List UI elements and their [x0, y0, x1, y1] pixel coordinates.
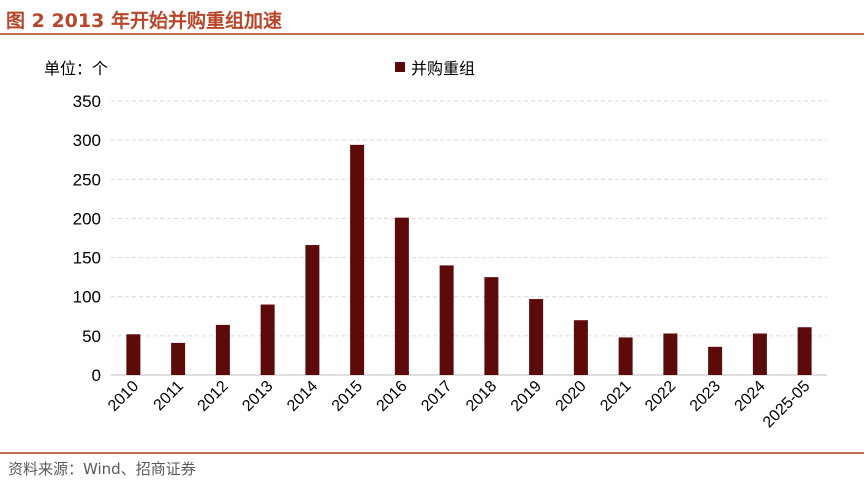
legend-label: 并购重组 [411, 59, 476, 78]
x-tick-label: 2021 [597, 378, 634, 415]
bar [394, 217, 409, 375]
bar [439, 265, 454, 375]
x-tick-label: 2011 [151, 378, 187, 414]
x-tick-label: 2018 [463, 378, 500, 415]
x-tick-label: 2013 [239, 378, 276, 415]
bar [573, 320, 588, 375]
x-tick-label: 2016 [374, 378, 411, 415]
bar [529, 299, 544, 375]
x-tick-label: 2023 [687, 378, 724, 415]
bar [752, 333, 767, 375]
x-tick-label: 2017 [418, 378, 455, 415]
y-tick-label: 250 [73, 170, 101, 189]
bar [260, 304, 275, 375]
bar [484, 277, 499, 375]
bar [708, 346, 723, 375]
y-tick-label: 0 [92, 366, 101, 385]
bar [171, 342, 186, 375]
unit-label: 单位：个 [44, 59, 109, 78]
y-tick-label: 200 [73, 209, 101, 228]
bar [618, 337, 633, 375]
x-tick-label: 2022 [642, 378, 679, 415]
y-tick-label: 300 [73, 131, 101, 150]
x-tick-label: 2020 [553, 378, 590, 415]
bar [663, 333, 678, 375]
x-tick-label: 2010 [105, 378, 142, 415]
y-tick-label: 100 [73, 288, 101, 307]
top-divider [0, 33, 864, 35]
bar [350, 144, 365, 375]
y-tick-label: 50 [82, 327, 101, 346]
bar [797, 327, 812, 375]
x-tick-label: 2019 [508, 378, 545, 415]
bottom-divider [0, 452, 864, 454]
legend-swatch [395, 62, 405, 72]
bar [215, 324, 230, 375]
x-tick-label: 2015 [329, 378, 366, 415]
x-tick-label: 2012 [195, 378, 232, 415]
bar [305, 245, 320, 375]
source-note: 资料来源：Wind、招商证券 [8, 460, 196, 478]
chart-legend: 并购重组 [395, 55, 475, 79]
y-tick-label: 350 [73, 92, 101, 111]
figure-title: 图 2 2013 年开始并购重组加速 [6, 10, 282, 32]
y-tick-label: 150 [73, 249, 101, 268]
x-tick-label: 2025-05 [760, 378, 814, 432]
x-tick-label: 2024 [732, 378, 769, 415]
x-tick-label: 2014 [284, 378, 321, 415]
bar [126, 334, 141, 375]
